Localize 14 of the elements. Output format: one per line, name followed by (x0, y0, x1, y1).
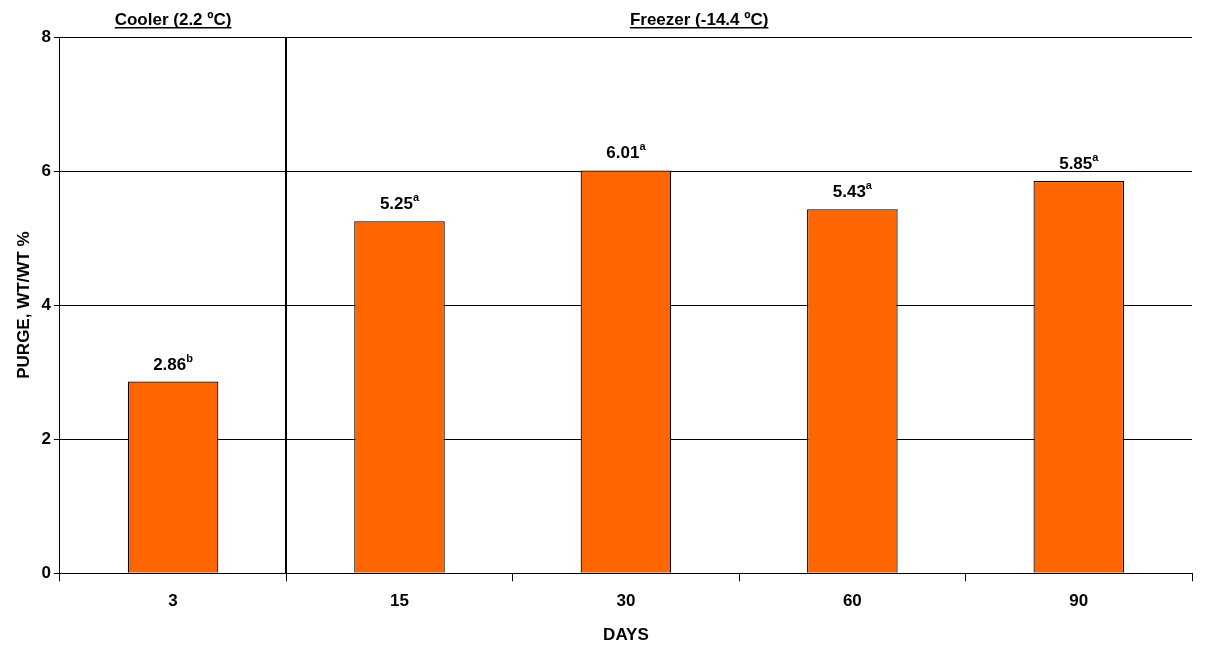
x-tick-label: 30 (616, 591, 636, 611)
y-tick-label: 4 (41, 294, 52, 314)
y-axis-title: PURGE, WT/WT % (13, 231, 33, 379)
y-tick-label: 8 (41, 26, 51, 46)
y-tick-label: 2 (41, 428, 51, 448)
y-tick-label: 0 (41, 562, 51, 582)
x-tick-label: 60 (842, 591, 862, 611)
text: Cooler (2.2 ºC) (114, 10, 232, 29)
x-axis-title: DAYS (603, 625, 649, 645)
x-tick-label: 90 (1069, 591, 1089, 611)
text: Freezer (-14.4 ºC) (629, 10, 769, 29)
y-tick-label: 6 (41, 160, 51, 180)
x-tick-label: 3 (168, 591, 178, 611)
x-tick-label: 15 (390, 591, 409, 611)
